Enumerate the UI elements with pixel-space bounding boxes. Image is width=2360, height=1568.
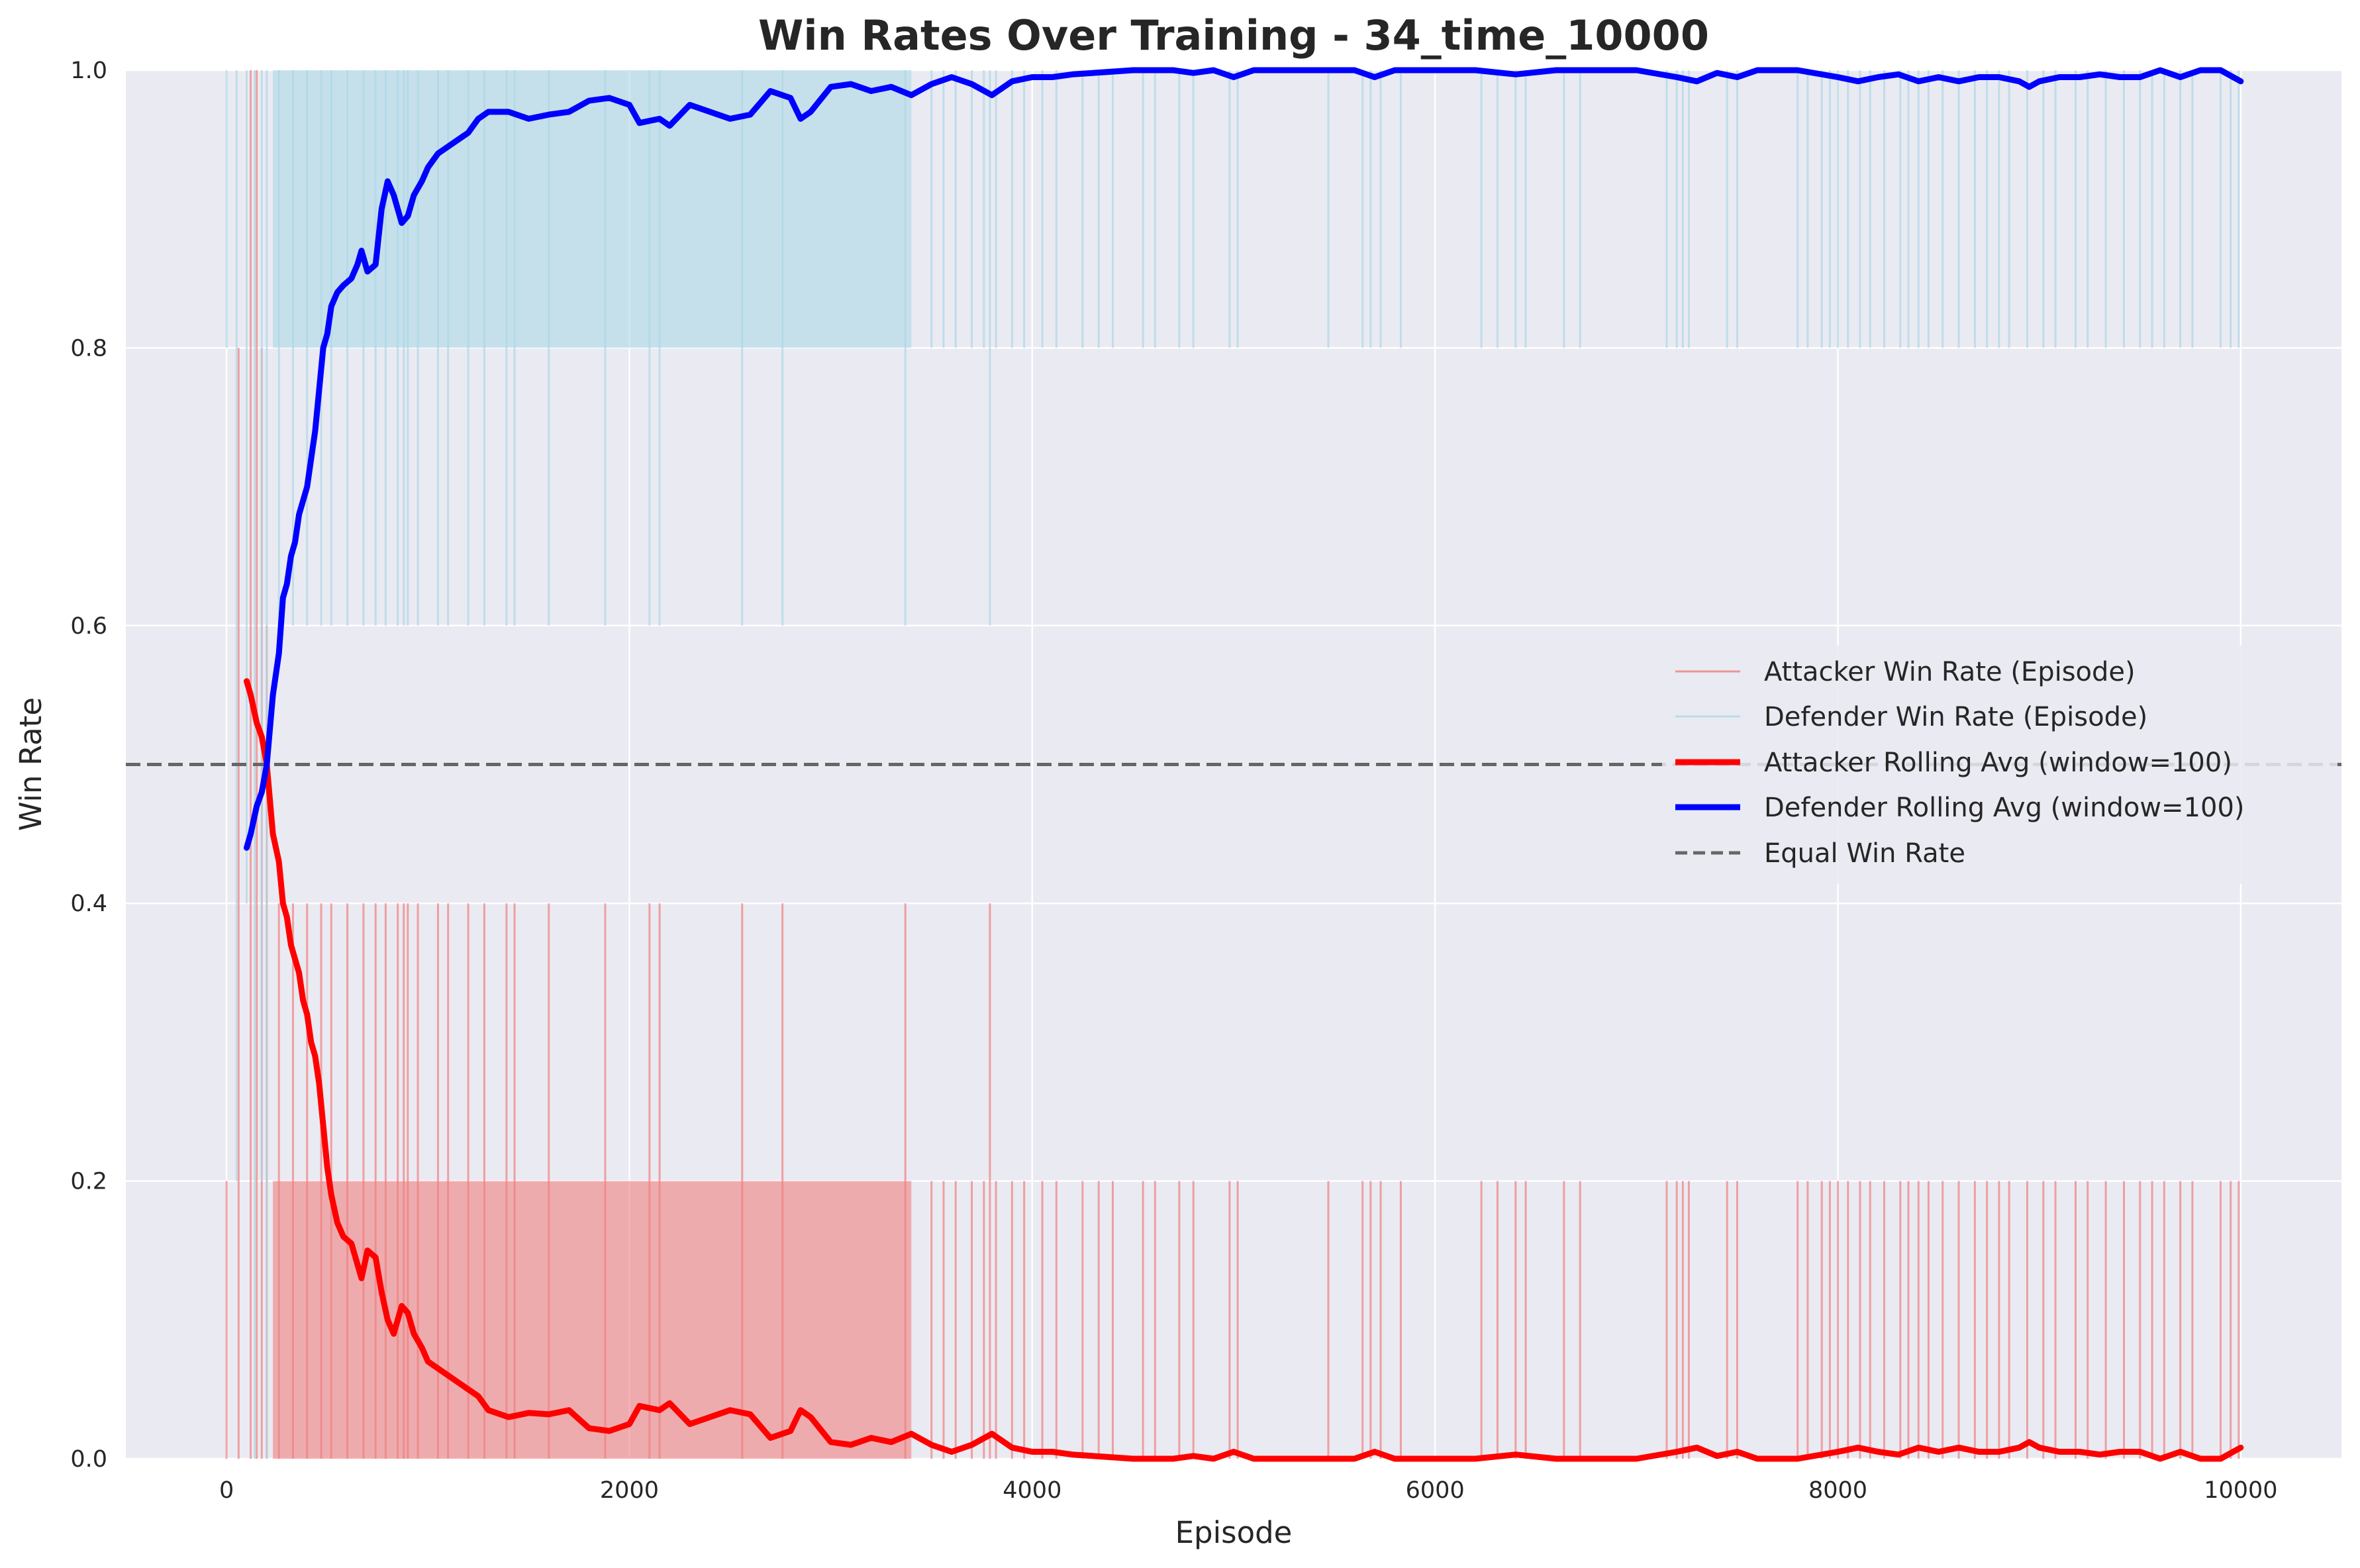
y-tick-label: 1.0 bbox=[70, 58, 107, 84]
y-tick-label: 0.0 bbox=[70, 1446, 107, 1473]
x-tick-label: 6000 bbox=[1406, 1477, 1465, 1504]
legend-label: Defender Rolling Avg (window=100) bbox=[1764, 793, 2245, 823]
x-tick-label: 8000 bbox=[1808, 1477, 1867, 1504]
legend-label: Attacker Rolling Avg (window=100) bbox=[1764, 748, 2232, 778]
rolling-lines bbox=[244, 67, 2244, 1462]
x-axis-title: Episode bbox=[1175, 1515, 1293, 1550]
y-tick-label: 0.8 bbox=[70, 335, 107, 362]
legend-label: Attacker Win Rate (Episode) bbox=[1764, 657, 2136, 687]
rolling-avg-line bbox=[244, 67, 2244, 851]
episode-band bbox=[273, 1181, 912, 1459]
x-tick-label: 10000 bbox=[2204, 1477, 2277, 1504]
legend-label: Defender Win Rate (Episode) bbox=[1764, 702, 2147, 732]
legend-item: Attacker Rolling Avg (window=100) bbox=[1675, 748, 2232, 778]
legend-item: Defender Win Rate (Episode) bbox=[1675, 702, 2147, 732]
legend-box bbox=[1662, 646, 2337, 884]
legend-item: Equal Win Rate bbox=[1675, 838, 1965, 869]
x-tick-label: 2000 bbox=[600, 1477, 659, 1504]
legend: Attacker Win Rate (Episode) Defender Win… bbox=[1662, 646, 2337, 884]
y-tick-label: 0.6 bbox=[70, 613, 107, 640]
legend-item: Attacker Win Rate (Episode) bbox=[1675, 657, 2136, 687]
tick-labels: 0 2000 4000 6000 8000 10000 0.0 0.2 0.4 0.6 0.8 1.0 bbox=[70, 58, 2277, 1504]
rolling-avg-line bbox=[244, 678, 2244, 1462]
legend-label: Equal Win Rate bbox=[1764, 838, 1965, 869]
y-tick-label: 0.4 bbox=[70, 891, 107, 917]
episode-band bbox=[273, 70, 912, 348]
x-tick-label: 4000 bbox=[1003, 1477, 1061, 1504]
y-tick-label: 0.2 bbox=[70, 1169, 107, 1195]
y-axis-title: Win Rate bbox=[13, 697, 48, 831]
legend-item: Defender Rolling Avg (window=100) bbox=[1675, 793, 2245, 823]
x-tick-label: 0 bbox=[219, 1477, 234, 1504]
episode-bars bbox=[225, 70, 2240, 1459]
chart-title: Win Rates Over Training - 34_time_10000 bbox=[758, 11, 1709, 60]
